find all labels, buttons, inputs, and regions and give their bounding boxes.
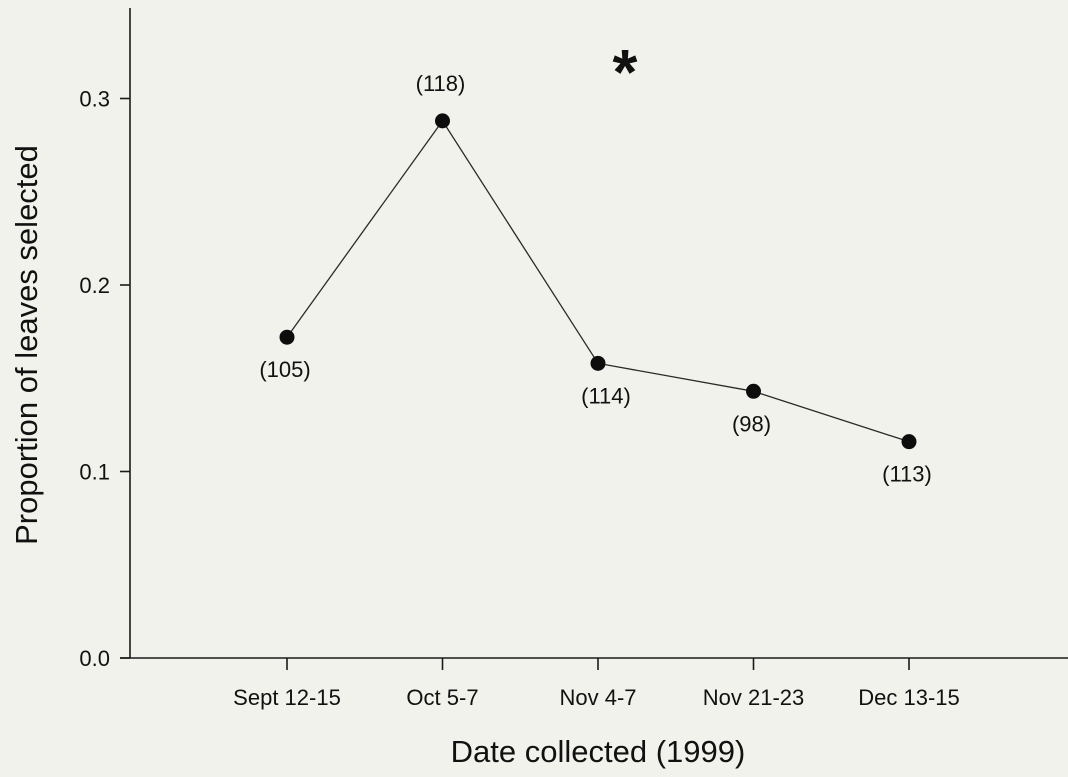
y-tick-label: 0.1 — [79, 460, 110, 485]
data-label: (98) — [732, 411, 771, 436]
data-label: (113) — [882, 462, 932, 487]
data-point — [279, 329, 295, 345]
data-label: (118) — [416, 71, 466, 96]
x-ticks: Sept 12-15 Oct 5-7 Nov 4-7 Nov 21-23 Dec 13-… — [233, 658, 960, 710]
y-ticks: 0.0 0.1 0.2 0.3 — [79, 87, 130, 671]
data-labels: (105) (118) (114) (98) (113) — [259, 71, 932, 487]
data-label: (105) — [259, 357, 310, 382]
data-point — [746, 383, 761, 399]
x-tick-label: Dec 13-15 — [858, 685, 960, 710]
y-axis-title: Proportion of leaves selected — [9, 145, 44, 545]
series — [279, 113, 917, 450]
x-tick-label: Oct 5-7 — [406, 685, 478, 710]
x-tick-label: Sept 12-15 — [233, 685, 341, 710]
y-tick-label: 0.3 — [79, 87, 110, 112]
y-tick-label: 0.2 — [79, 273, 110, 298]
axes — [120, 8, 1068, 659]
significance-asterisk: * — [613, 36, 638, 108]
y-tick-label: 0.0 — [79, 646, 110, 671]
x-tick-label: Nov 4-7 — [559, 685, 636, 710]
data-point — [901, 434, 917, 450]
x-tick-label: Nov 21-23 — [703, 685, 805, 710]
data-point — [590, 355, 606, 371]
x-axis-title: Date collected (1999) — [451, 734, 746, 769]
data-label: (114) — [581, 383, 631, 408]
data-point — [435, 113, 450, 129]
